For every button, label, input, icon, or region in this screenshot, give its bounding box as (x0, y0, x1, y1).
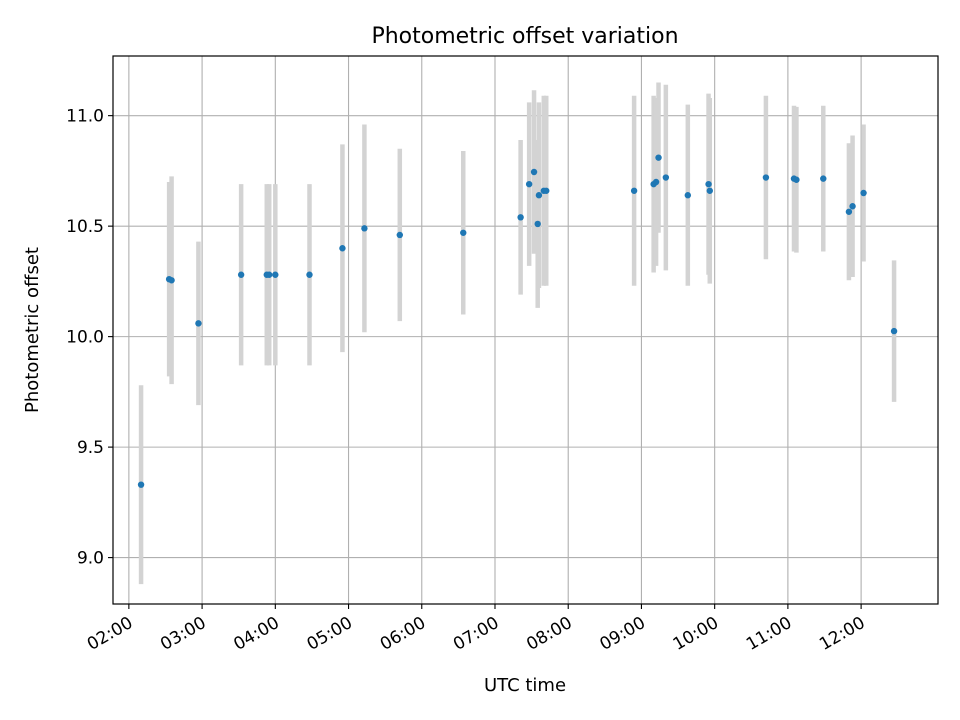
y-tick-label: 10.0 (66, 328, 104, 348)
grid (113, 56, 938, 604)
plot-background (113, 56, 938, 604)
x-tick-label: 09:00 (597, 613, 649, 655)
data-point (534, 220, 541, 228)
data-point (237, 271, 245, 278)
data-point (195, 320, 202, 327)
data-point (361, 225, 368, 232)
x-tick-label: 04:00 (230, 613, 282, 655)
data-point (530, 168, 538, 176)
data-point (535, 192, 543, 199)
plot-frame (112, 55, 939, 605)
data-point (849, 203, 856, 210)
x-tick-label: 08:00 (523, 613, 575, 655)
data-point (890, 327, 898, 335)
y-tick-label: 10.5 (66, 217, 104, 237)
data-point (684, 192, 692, 199)
data-point (630, 187, 638, 194)
y-tick-label: 9.0 (77, 549, 104, 569)
data-point (543, 187, 550, 194)
data-point (706, 187, 713, 194)
x-tick-label: 02:00 (84, 613, 136, 655)
y-axis-label: Photometric offset (22, 247, 43, 413)
data-point (793, 176, 800, 183)
x-tick-label: 10:00 (670, 613, 722, 655)
data-point (339, 245, 346, 252)
y-axis-ticks: 9.0 9.5 10.0 10.5 11.0 (66, 107, 113, 569)
data-point (525, 180, 533, 188)
data-point (662, 174, 670, 181)
x-tick-label: 07:00 (450, 613, 502, 655)
data-point (137, 481, 145, 488)
chart-title: Photometric offset variation (371, 24, 678, 49)
data-point (845, 208, 853, 215)
y-tick-label: 11.0 (66, 107, 104, 127)
data-point (820, 175, 827, 182)
data-point (705, 180, 712, 188)
x-tick-label: 11:00 (743, 613, 795, 655)
data-points (137, 154, 898, 488)
data-point (272, 271, 279, 278)
x-tick-label: 06:00 (377, 613, 429, 655)
y-tick-label: 9.5 (77, 438, 104, 458)
data-point (652, 178, 660, 186)
x-tick-label: 12:00 (816, 613, 868, 655)
data-point (168, 277, 175, 284)
data-point (517, 214, 524, 221)
data-point (655, 154, 662, 161)
data-point (860, 189, 867, 197)
data-point (762, 174, 770, 181)
data-point (266, 271, 273, 278)
x-axis-label: UTC time (484, 675, 566, 696)
data-point (460, 229, 467, 236)
data-point (396, 231, 403, 239)
x-tick-label: 05:00 (304, 613, 356, 655)
x-tick-label: 03:00 (157, 613, 209, 655)
x-axis-ticks: 02:00 03:00 04:00 05:00 06:00 07:00 08:00 09:00… (84, 604, 869, 655)
data-point (306, 271, 313, 278)
